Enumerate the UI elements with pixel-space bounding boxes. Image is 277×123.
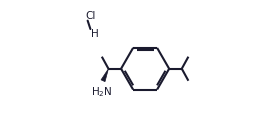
- Text: Cl: Cl: [85, 11, 95, 21]
- Text: H: H: [91, 29, 99, 39]
- Polygon shape: [101, 69, 108, 82]
- Text: H$_2$N: H$_2$N: [91, 85, 113, 99]
